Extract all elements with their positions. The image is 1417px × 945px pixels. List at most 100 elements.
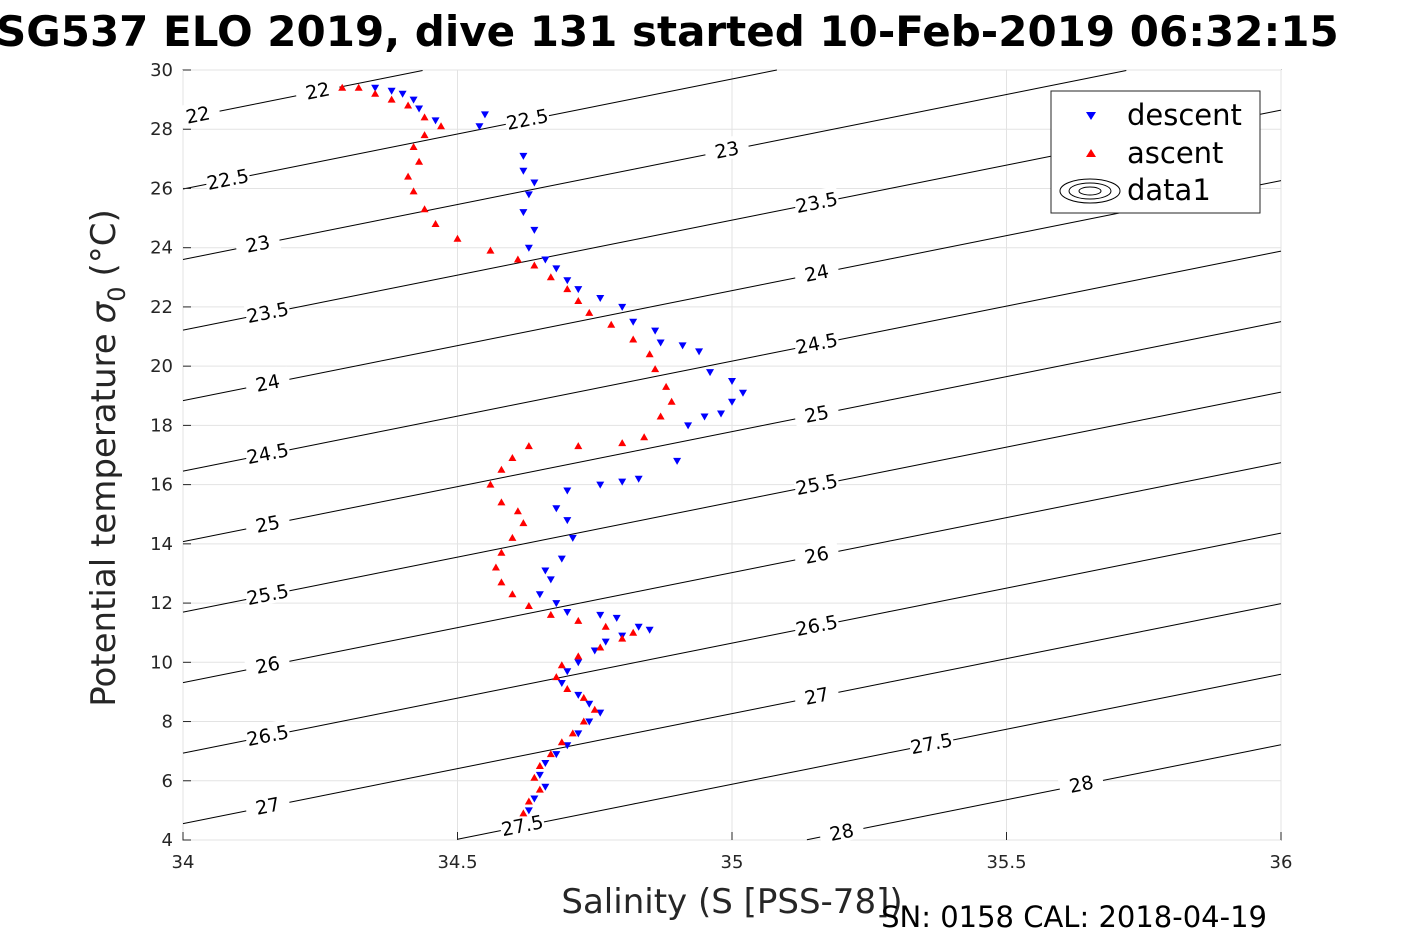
- x-tick-label: 36: [1270, 852, 1293, 873]
- contour-label: 26: [803, 542, 831, 568]
- descent-point: [673, 457, 682, 465]
- descent-point: [475, 123, 484, 131]
- contour-label-group: 24: [243, 366, 292, 397]
- descent-point: [585, 700, 594, 708]
- contour-label-bg: [203, 162, 252, 194]
- isopycnal-line: [182, 180, 1282, 402]
- legend-label-ascent: ascent: [1127, 136, 1223, 170]
- x-tick-label: 34: [172, 852, 195, 873]
- ascent-point: [420, 131, 429, 139]
- ascent-point: [645, 350, 654, 358]
- contour-label-bg: [817, 815, 866, 846]
- ascent-point: [607, 320, 616, 328]
- ascent-point: [497, 465, 506, 473]
- ascent-point: [519, 809, 528, 817]
- ascent-point: [662, 382, 671, 390]
- ascent-point: [535, 761, 544, 769]
- descent-point: [519, 152, 528, 160]
- descent-point: [568, 534, 577, 542]
- ascent-point: [667, 397, 676, 405]
- isopycnal-line: [457, 673, 1282, 840]
- ascent-point: [486, 246, 495, 254]
- contour-label: 25: [803, 401, 831, 427]
- descent-point: [738, 389, 747, 397]
- contour-label: 26: [254, 652, 282, 678]
- contour-label: 23: [713, 137, 741, 163]
- descent-point: [706, 369, 715, 377]
- ascent-point: [618, 439, 627, 447]
- descent-point: [574, 730, 583, 738]
- ascent-point: [579, 717, 588, 725]
- contour-label-bg: [173, 98, 222, 129]
- descent-point: [535, 591, 544, 599]
- contour-label-group: 28: [817, 815, 866, 846]
- ascent-point: [508, 533, 517, 541]
- isopycnal-line: [182, 462, 1282, 684]
- contour-label-bg: [293, 74, 342, 105]
- ascent-point: [563, 684, 572, 692]
- ascent-point: [574, 297, 583, 304]
- ascent-point: [574, 616, 583, 624]
- contour-label: 27: [254, 793, 282, 819]
- legend-box: [1050, 90, 1261, 214]
- contour-label: 28: [1067, 772, 1095, 798]
- ascent-point: [640, 433, 649, 441]
- y-tick-label: 22: [150, 297, 173, 318]
- x-tick-label: 35: [721, 852, 744, 873]
- descent-point: [541, 256, 550, 264]
- contour-label-bg: [243, 507, 292, 538]
- contour-label-bg: [792, 679, 841, 710]
- descent-point: [596, 481, 605, 489]
- contour-label-group: 25: [243, 507, 292, 538]
- contour-label-bg: [792, 468, 841, 499]
- ascent-point: [629, 335, 638, 343]
- descent-point: [728, 377, 736, 385]
- descent-point: [563, 608, 572, 616]
- descent-point: [530, 179, 539, 187]
- contour-label-group: 25: [792, 397, 841, 428]
- descent-point: [387, 87, 396, 95]
- descent-point: [656, 339, 665, 347]
- contour-label-bg: [792, 327, 841, 358]
- y-tick-label: 10: [150, 652, 173, 673]
- descent-point: [524, 191, 533, 199]
- legend-label-data1: data1: [1127, 173, 1211, 207]
- data-points: [338, 83, 747, 817]
- y-tick-label: 16: [150, 475, 173, 496]
- descent-point: [552, 265, 561, 273]
- descent-point: [618, 478, 627, 486]
- descent-point: [634, 623, 643, 631]
- ascent-point: [404, 172, 413, 180]
- descent-point: [634, 475, 643, 483]
- isopycnal-line: [182, 391, 1282, 613]
- contour-label-bg: [233, 227, 282, 258]
- ascent-point: [590, 705, 599, 713]
- ascent-point: [574, 442, 583, 450]
- descent-point: [563, 277, 572, 285]
- ascent-point: [371, 89, 380, 97]
- contour-label-group: 22.5: [503, 102, 551, 135]
- contour-label: 22: [184, 102, 212, 128]
- ascent-point: [530, 773, 539, 781]
- contour-label-group: 23: [702, 133, 751, 164]
- y-tick-label: 14: [150, 534, 173, 555]
- descent-point: [398, 90, 407, 98]
- ascent-point: [585, 308, 594, 316]
- descent-point: [574, 286, 583, 294]
- legend-marker-data1: [1059, 178, 1121, 204]
- ascent-point: [409, 143, 418, 150]
- descent-point: [530, 226, 539, 234]
- contour-label-bg: [243, 437, 292, 468]
- ascent-point: [338, 83, 347, 91]
- contour-label-bg: [792, 538, 841, 569]
- descent-point: [728, 398, 736, 406]
- descent-point: [546, 576, 555, 584]
- descent-point: [519, 167, 528, 175]
- isopycnal-line: [182, 603, 1282, 825]
- descent-point: [524, 244, 533, 252]
- legend-marker-descent: [1086, 112, 1096, 120]
- ascent-point: [601, 622, 610, 630]
- legend-marker-ascent: [1086, 149, 1096, 157]
- y-tick-label: 18: [150, 415, 173, 436]
- ascent-point: [497, 548, 506, 556]
